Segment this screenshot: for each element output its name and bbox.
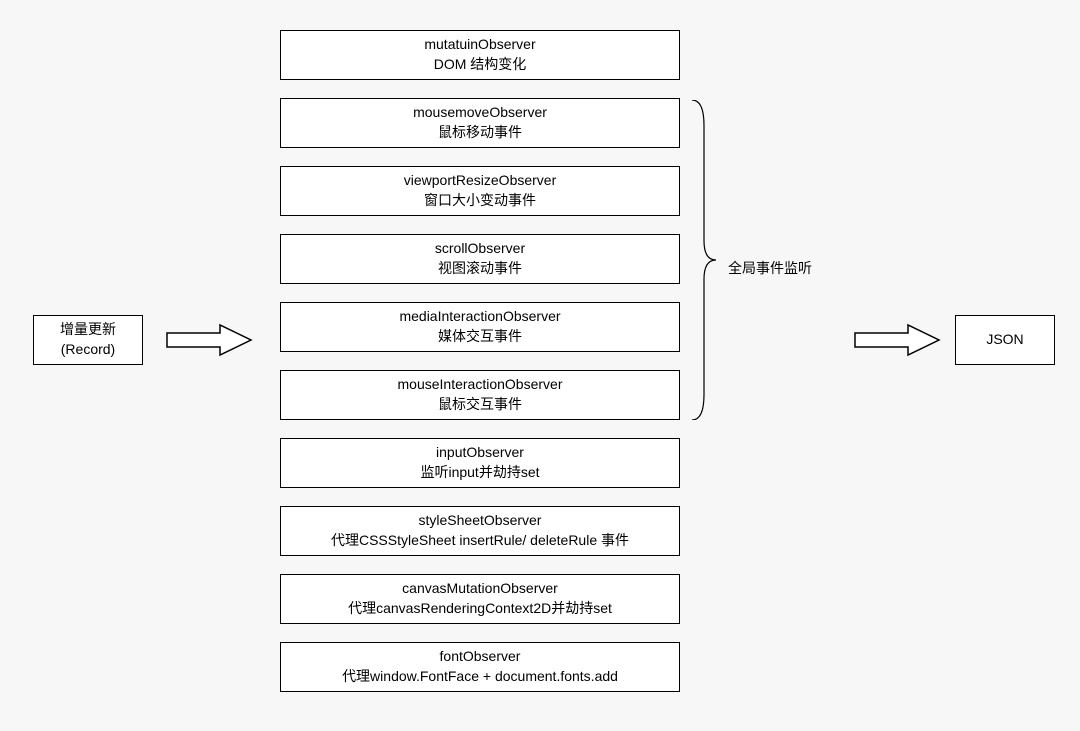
observer-title: mutatuinObserver xyxy=(424,35,535,55)
observer-subtitle: 鼠标移动事件 xyxy=(438,123,522,143)
record-box-subtitle: (Record) xyxy=(61,340,115,360)
observer-subtitle: 代理CSSStyleSheet insertRule/ deleteRule 事… xyxy=(331,531,629,551)
observer-box: fontObserver代理window.FontFace + document… xyxy=(280,642,680,692)
observer-title: styleSheetObserver xyxy=(419,511,542,531)
json-box-label: JSON xyxy=(986,330,1023,350)
arrow-left-to-observers xyxy=(165,323,255,357)
observer-title: inputObserver xyxy=(436,443,524,463)
observer-title: fontObserver xyxy=(440,647,521,667)
observer-subtitle: 监听input并劫持set xyxy=(420,463,539,483)
observer-title: mousemoveObserver xyxy=(413,103,547,123)
observer-box: inputObserver监听input并劫持set xyxy=(280,438,680,488)
observer-title: viewportResizeObserver xyxy=(404,171,557,191)
record-box: 增量更新 (Record) xyxy=(33,315,143,365)
json-box: JSON xyxy=(955,315,1055,365)
observer-box: canvasMutationObserver代理canvasRenderingC… xyxy=(280,574,680,624)
observer-subtitle: DOM 结构变化 xyxy=(434,55,527,75)
observer-title: mouseInteractionObserver xyxy=(398,375,563,395)
observer-title: mediaInteractionObserver xyxy=(399,307,560,327)
observer-box: styleSheetObserver代理CSSStyleSheet insert… xyxy=(280,506,680,556)
observer-box: viewportResizeObserver窗口大小变动事件 xyxy=(280,166,680,216)
observer-subtitle: 鼠标交互事件 xyxy=(438,395,522,415)
observer-subtitle: 媒体交互事件 xyxy=(438,327,522,347)
observer-subtitle: 视图滚动事件 xyxy=(438,259,522,279)
observer-title: scrollObserver xyxy=(435,239,525,259)
arrow-observers-to-json xyxy=(853,323,943,357)
brace-label: 全局事件监听 xyxy=(728,258,812,278)
observer-box: mediaInteractionObserver媒体交互事件 xyxy=(280,302,680,352)
observer-box: mutatuinObserverDOM 结构变化 xyxy=(280,30,680,80)
curly-brace xyxy=(692,100,716,420)
observer-subtitle: 代理canvasRenderingContext2D并劫持set xyxy=(348,599,612,619)
observer-box: mouseInteractionObserver鼠标交互事件 xyxy=(280,370,680,420)
observer-box: scrollObserver视图滚动事件 xyxy=(280,234,680,284)
observer-title: canvasMutationObserver xyxy=(402,579,558,599)
observer-subtitle: 窗口大小变动事件 xyxy=(424,191,536,211)
record-box-title: 增量更新 xyxy=(60,320,116,340)
observer-box: mousemoveObserver鼠标移动事件 xyxy=(280,98,680,148)
observer-subtitle: 代理window.FontFace + document.fonts.add xyxy=(342,667,618,687)
